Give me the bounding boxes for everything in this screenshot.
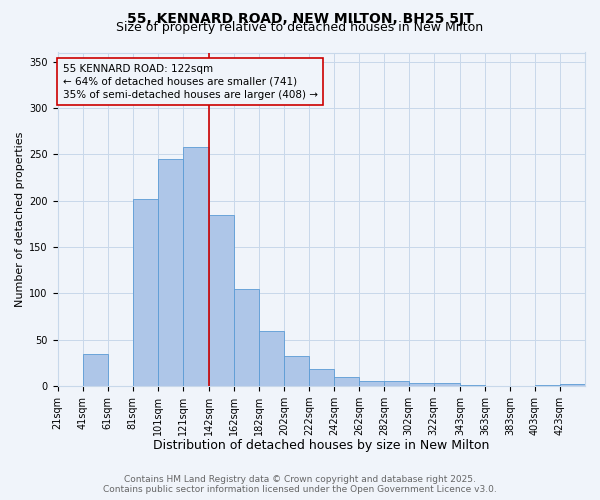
Bar — [158, 159, 182, 386]
Text: 55, KENNARD ROAD, NEW MILTON, BH25 5JT: 55, KENNARD ROAD, NEW MILTON, BH25 5JT — [127, 12, 473, 26]
Bar — [359, 380, 384, 386]
Bar — [560, 384, 585, 386]
Bar — [259, 330, 284, 386]
Text: 55 KENNARD ROAD: 122sqm
← 64% of detached houses are smaller (741)
35% of semi-d: 55 KENNARD ROAD: 122sqm ← 64% of detache… — [62, 64, 317, 100]
Bar — [83, 354, 107, 386]
Bar — [182, 147, 209, 386]
Bar — [434, 384, 460, 386]
Text: Contains HM Land Registry data © Crown copyright and database right 2025.
Contai: Contains HM Land Registry data © Crown c… — [103, 474, 497, 494]
Bar — [535, 385, 560, 386]
Y-axis label: Number of detached properties: Number of detached properties — [15, 132, 25, 307]
Bar — [209, 214, 234, 386]
Bar — [309, 370, 334, 386]
X-axis label: Distribution of detached houses by size in New Milton: Distribution of detached houses by size … — [153, 440, 490, 452]
Bar — [384, 380, 409, 386]
Bar — [234, 289, 259, 386]
Bar — [133, 199, 158, 386]
Bar — [334, 377, 359, 386]
Bar — [460, 385, 485, 386]
Bar — [409, 384, 434, 386]
Bar — [284, 356, 309, 386]
Text: Size of property relative to detached houses in New Milton: Size of property relative to detached ho… — [116, 22, 484, 35]
